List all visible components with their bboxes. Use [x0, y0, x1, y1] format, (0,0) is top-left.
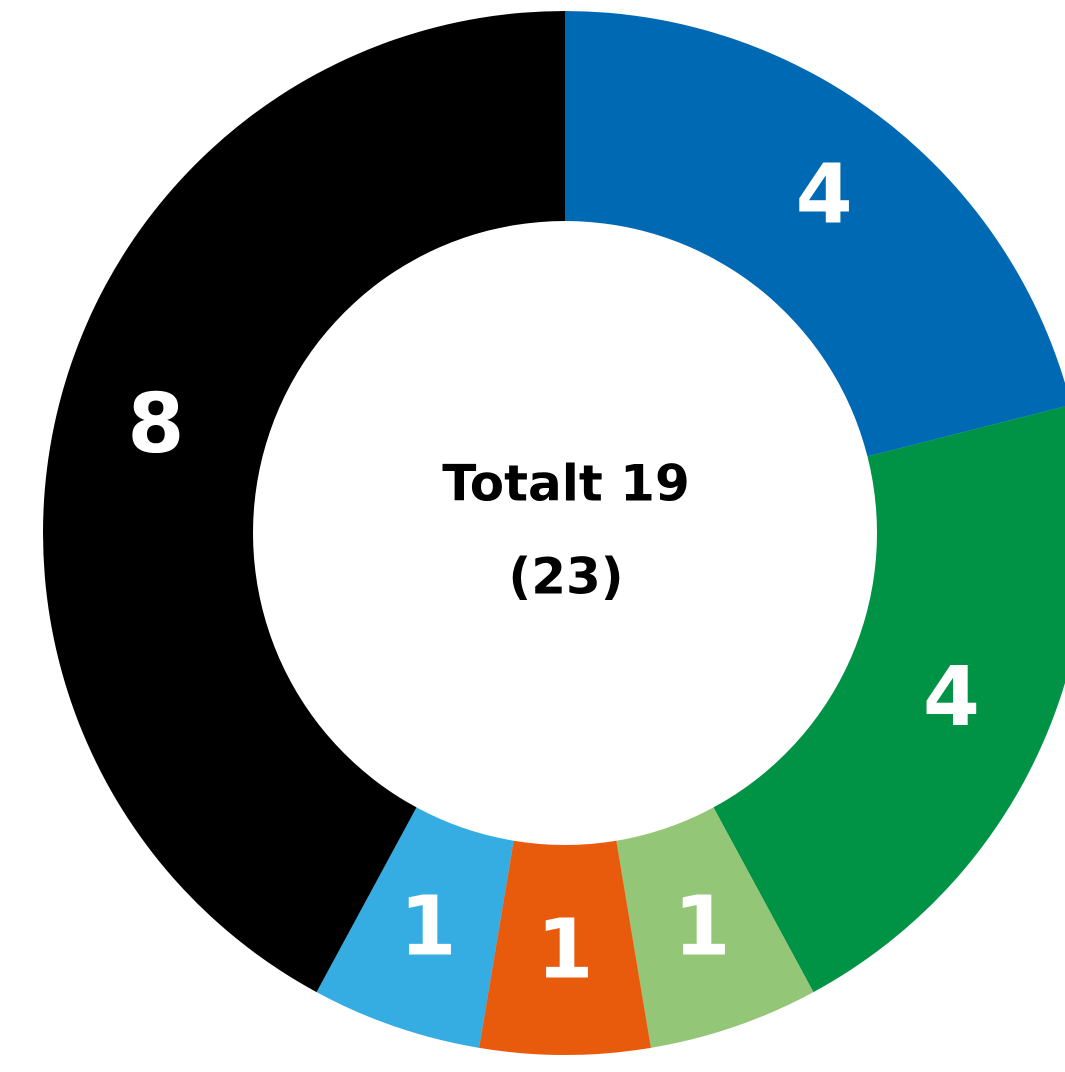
- center-previous: (23): [508, 548, 623, 606]
- value-label: 1: [673, 880, 730, 975]
- slice: [479, 840, 651, 1056]
- slice: [42, 10, 565, 993]
- value-label: 4: [796, 147, 853, 242]
- value-label: 1: [536, 902, 593, 997]
- slice: [713, 406, 1065, 993]
- slice: [565, 11, 1065, 457]
- slices: [42, 10, 1065, 1056]
- value-label: 8: [127, 377, 184, 472]
- center-total: Totalt 19: [442, 455, 690, 513]
- slice: [616, 807, 814, 1048]
- value-label: 4: [923, 650, 980, 745]
- slice: [316, 807, 514, 1048]
- value-label: 1: [399, 880, 456, 975]
